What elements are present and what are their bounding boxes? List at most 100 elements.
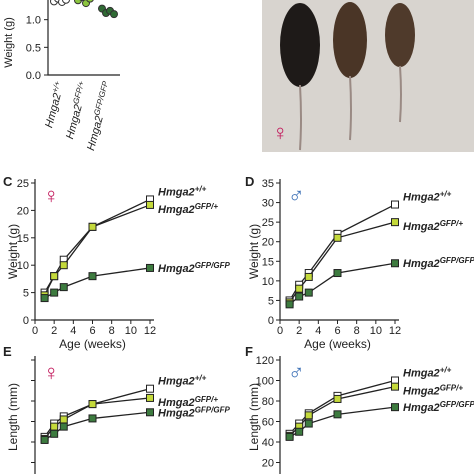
- dot: [62, 0, 70, 4]
- label-name: Hmga2: [403, 192, 440, 204]
- dot: [86, 0, 94, 3]
- marker: [391, 403, 399, 412]
- marker: [304, 411, 313, 420]
- marker: [88, 222, 97, 231]
- marker: [304, 272, 313, 281]
- series-line: [289, 203, 396, 301]
- marker: [50, 429, 59, 438]
- y-tick-label: 10: [17, 260, 29, 272]
- marker: [40, 294, 49, 303]
- x-tick-label: 10: [125, 325, 137, 337]
- panel-label: E: [3, 344, 12, 359]
- legend-label: Hmga2+/+: [158, 374, 207, 388]
- x-tick-label: 0: [277, 325, 283, 337]
- y-tick-label: 40: [262, 437, 274, 449]
- y-axis-label: Length (mm): [247, 383, 261, 451]
- marker: [146, 200, 154, 209]
- marker: [295, 292, 304, 301]
- legend-label: Hmga2GFP/GFP: [158, 405, 230, 419]
- y-tick-label: 5: [268, 295, 274, 307]
- marker: [50, 288, 59, 297]
- sex-symbol: ♀: [43, 360, 60, 385]
- legend-label: Hmga2+/+: [158, 184, 207, 198]
- marker: [59, 261, 68, 270]
- label-name: Hmga2: [158, 397, 195, 409]
- series-line: [44, 198, 151, 293]
- marker: [40, 435, 49, 444]
- marker: [88, 400, 97, 409]
- legend-label: Hmga2GFP/GFP: [158, 261, 230, 275]
- panel-label: F: [245, 344, 253, 359]
- label-sup: GFP/+: [71, 80, 86, 105]
- y-tick-label: 10: [262, 276, 274, 288]
- y-tick-label: 0.5: [26, 42, 41, 54]
- legend-label: Hmga2+/+: [403, 366, 452, 380]
- y-axis-label: Weight (g): [247, 224, 261, 279]
- label-name: Hmga2: [158, 186, 195, 198]
- marker: [285, 432, 294, 441]
- marker: [146, 263, 154, 272]
- y-tick-label: 25: [17, 178, 29, 190]
- marker: [304, 419, 313, 428]
- y-tick-label: 25: [262, 217, 274, 229]
- x-tick-label: 4: [70, 325, 76, 337]
- x-tick-label: 6: [334, 325, 340, 337]
- x-tick-label: 10: [370, 325, 382, 337]
- x-axis-label: Age (weeks): [304, 337, 371, 351]
- label-name: Hmga2: [158, 204, 195, 216]
- y-tick-label: 1.0: [26, 15, 41, 27]
- legend-label: Hmga2GFP/+: [403, 384, 463, 398]
- y-axis-label: Weight (g): [6, 224, 20, 279]
- label-name: Hmga2: [64, 103, 85, 140]
- label-sup: +/+: [440, 190, 452, 199]
- axis: [279, 356, 281, 474]
- legend-label: Hmga2+/+: [403, 190, 452, 204]
- y-tick-label: 60: [262, 417, 274, 429]
- panel-label: C: [3, 174, 13, 189]
- label-sup: GFP/GFP: [92, 80, 110, 117]
- marker: [295, 427, 304, 436]
- x-tick-label: Hmga2GFP/+: [62, 80, 91, 141]
- y-tick-label: 0: [23, 315, 29, 327]
- label-sup: +/+: [50, 80, 62, 94]
- x-axis-label: Age (weeks): [59, 337, 126, 351]
- legend-label: Hmga2GFP/+: [158, 395, 218, 409]
- y-tick-label: 30: [262, 198, 274, 210]
- x-tick-label: 0: [32, 325, 38, 337]
- legend-label: Hmga2GFP/GFP: [403, 400, 474, 414]
- label-sup: GFP/+: [195, 202, 219, 211]
- marker: [146, 393, 154, 402]
- marker: [333, 233, 342, 242]
- marker: [391, 218, 399, 227]
- label-name: Hmga2: [403, 402, 440, 414]
- panel-label: D: [245, 174, 254, 189]
- y-tick-label: 20: [262, 458, 274, 470]
- label-sup: +/+: [440, 366, 452, 375]
- legend-label: Hmga2GFP/GFP: [403, 256, 474, 270]
- x-tick-label: 12: [144, 325, 156, 337]
- x-tick-label: 4: [315, 325, 321, 337]
- marker: [146, 384, 154, 393]
- marker: [295, 284, 304, 293]
- marker: [333, 394, 342, 403]
- label-name: Hmga2: [403, 368, 440, 380]
- x-tick-label: Hmga2+/+: [41, 80, 67, 129]
- label-sup: GFP/GFP: [440, 256, 474, 265]
- series-line: [44, 204, 151, 296]
- marker: [59, 283, 68, 292]
- y-tick-label: 20: [17, 205, 29, 217]
- y-tick-label: 15: [17, 233, 29, 245]
- marker: [146, 408, 154, 417]
- marker: [333, 269, 342, 278]
- legend-label: Hmga2GFP/+: [403, 219, 463, 233]
- label-sup: GFP/+: [440, 219, 464, 228]
- marker: [59, 415, 68, 424]
- marker: [391, 200, 399, 209]
- marker: [50, 272, 59, 281]
- y-tick-label: 80: [262, 396, 274, 408]
- sex-symbol: ♀: [43, 183, 60, 208]
- label-name: Hmga2: [43, 92, 64, 129]
- label-sup: GFP/GFP: [440, 400, 474, 409]
- label-name: Hmga2: [403, 258, 440, 270]
- y-tick-label: 5: [23, 288, 29, 300]
